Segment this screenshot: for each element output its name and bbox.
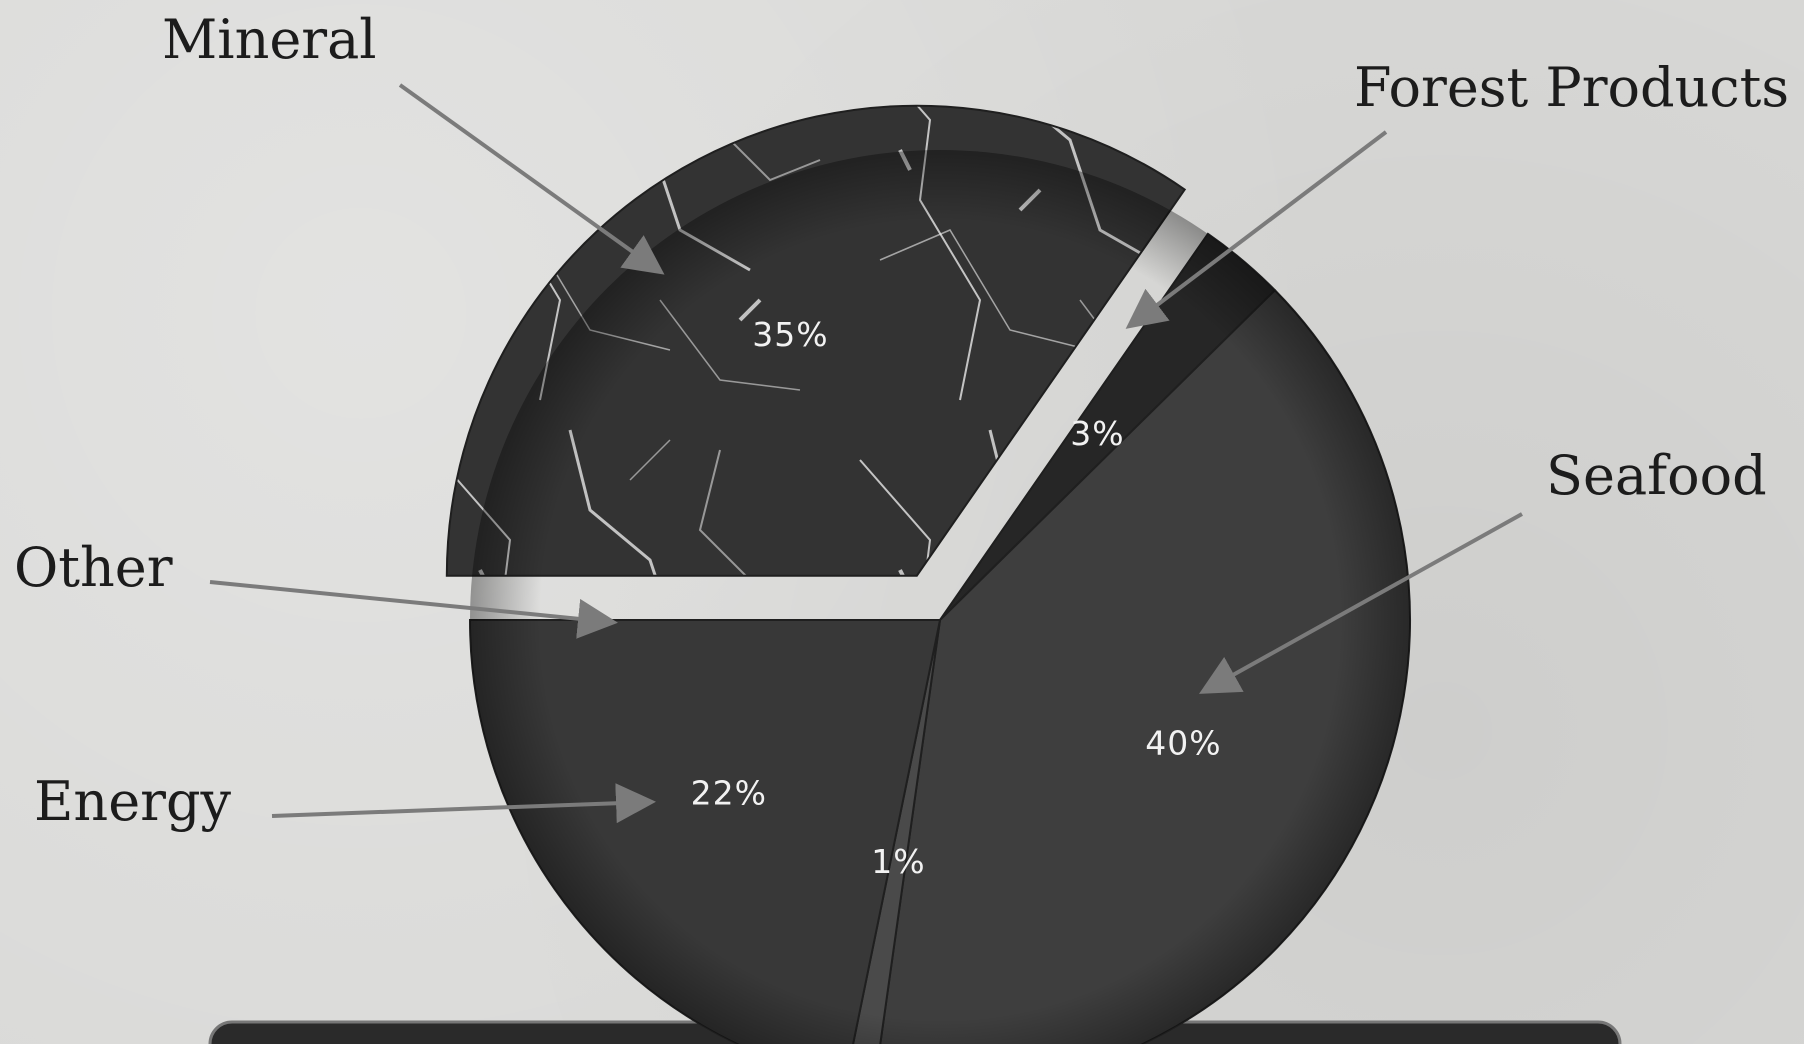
category-label-seafood: Seafood	[1546, 444, 1767, 507]
category-label-energy: Energy	[34, 770, 232, 833]
value-label-mineral: 35%	[752, 315, 828, 354]
value-label-forest-products: 3%	[1070, 414, 1124, 453]
category-label-other: Other	[14, 536, 173, 599]
category-label-mineral: Mineral	[162, 8, 377, 71]
value-label-seafood: 40%	[1145, 724, 1221, 763]
value-label-other: 1%	[871, 842, 925, 881]
value-label-energy: 22%	[691, 773, 767, 812]
leader-line-mineral	[398, 83, 665, 275]
leader-line-forest-products	[1125, 130, 1388, 329]
leader-line-energy	[271, 783, 656, 824]
value-labels: 35% 3% 40% 1% 22%	[691, 315, 1221, 881]
leader-line-other	[209, 580, 618, 639]
leader-line-seafood	[1199, 512, 1523, 694]
pie-slices	[445, 104, 1411, 1044]
category-label-forest-products: Forest Products	[1354, 56, 1789, 119]
